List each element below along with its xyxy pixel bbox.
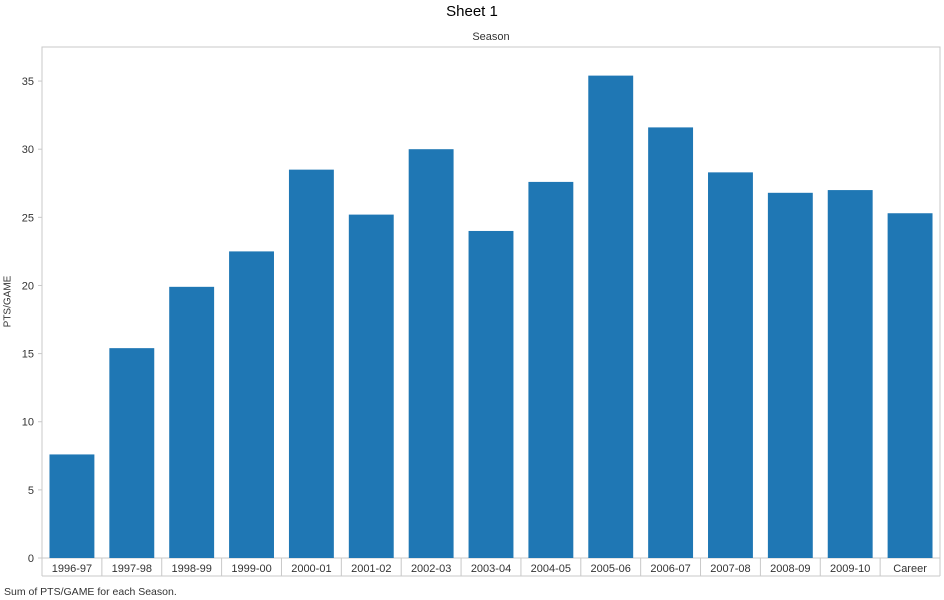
sheet-title: Sheet 1	[446, 3, 498, 20]
bar-1997-98[interactable]	[109, 348, 155, 558]
x-tick-label: 1996-97	[52, 563, 92, 575]
x-tick-label: 2004-05	[531, 563, 571, 575]
bar-2002-03[interactable]	[408, 149, 454, 558]
y-tick-label: 15	[22, 349, 34, 361]
x-tick-label: 1999-00	[231, 563, 271, 575]
bar-2006-07[interactable]	[648, 127, 694, 558]
x-tick-label: 1997-98	[112, 563, 152, 575]
bar-1998-99[interactable]	[169, 286, 215, 558]
y-tick-label: 35	[22, 76, 34, 88]
bar-2001-02[interactable]	[348, 214, 394, 558]
y-tick-label: 0	[28, 553, 34, 565]
x-tick-label: 2003-04	[471, 563, 511, 575]
x-tick-label: Career	[893, 563, 927, 575]
x-tick-label: 2002-03	[411, 563, 451, 575]
y-tick-label: 10	[22, 417, 34, 429]
y-tick-label: 5	[28, 485, 34, 497]
bar-2007-08[interactable]	[708, 172, 753, 558]
bar-2009-10[interactable]	[827, 190, 873, 558]
x-tick-label: 2009-10	[830, 563, 870, 575]
x-tick-label: 2005-06	[591, 563, 631, 575]
x-tick-label: 2008-09	[770, 563, 810, 575]
bar-2005-06[interactable]	[588, 75, 634, 558]
bar-Career[interactable]	[887, 213, 933, 558]
column-header-label: Season	[472, 31, 510, 43]
y-tick-label: 25	[22, 212, 34, 224]
y-tick-label: 20	[22, 280, 34, 292]
bar-2003-04[interactable]	[468, 230, 514, 558]
bar-2004-05[interactable]	[528, 181, 574, 559]
chart-caption: Sum of PTS/GAME for each Season.	[4, 586, 177, 598]
x-tick-label: 1998-99	[171, 563, 211, 575]
bar-1996-97[interactable]	[49, 454, 95, 558]
y-tick-label: 30	[22, 144, 34, 156]
x-tick-label: 2001-02	[351, 563, 391, 575]
x-tick-label: 2006-07	[650, 563, 690, 575]
x-tick-label: 2007-08	[710, 563, 750, 575]
bar-2008-09[interactable]	[767, 192, 813, 558]
bar-1999-00[interactable]	[229, 251, 274, 558]
x-tick-label: 2000-01	[291, 563, 331, 575]
bar-2000-01[interactable]	[288, 169, 334, 558]
